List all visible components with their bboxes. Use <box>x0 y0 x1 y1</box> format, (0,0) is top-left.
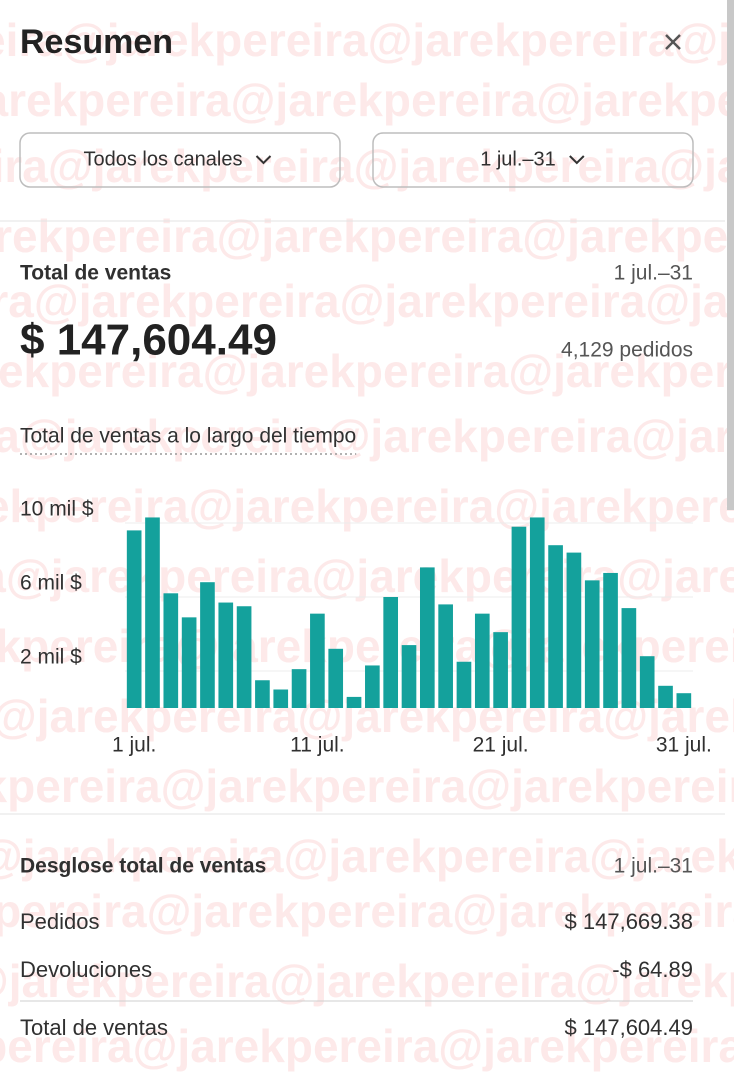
watermark: eira@jarekpereira@jarekpereira@jarekpere… <box>0 410 734 462</box>
bar <box>365 665 380 708</box>
bar <box>145 517 160 708</box>
watermark: eira@jarekpereira@jarekpereira@jarekpere… <box>0 1020 734 1072</box>
bar <box>639 656 655 708</box>
summary-orders: 4,129 pedidos <box>561 339 693 362</box>
watermark: eira@jarekpereira@jarekpereira@jarekpere… <box>0 955 734 1007</box>
chevron <box>255 155 272 165</box>
bar <box>255 680 270 708</box>
summary-total: $ 147,604.49 <box>20 316 277 365</box>
bar <box>419 567 435 708</box>
y-tick-label: 6 mil $ <box>20 572 82 595</box>
bar <box>493 632 508 708</box>
summary-label: Total de ventas <box>20 262 171 285</box>
watermark: eira@jarekpereira@jarekpereira@jarekpere… <box>0 550 734 602</box>
bar <box>456 661 472 708</box>
bar <box>328 648 344 708</box>
watermark: eira@jarekpereira@jarekpereira@jarekpere… <box>0 830 734 882</box>
bar <box>291 669 307 708</box>
bar <box>236 606 252 708</box>
bar <box>438 604 453 708</box>
period-filter-label: 1 jul.–31 <box>480 148 556 170</box>
bar <box>273 689 289 708</box>
breakdown-title: Desglose total de ventas <box>20 855 266 878</box>
bar <box>529 517 545 708</box>
close-button[interactable] <box>665 34 681 50</box>
bar <box>511 526 527 708</box>
row-value: $ 147,669.38 <box>565 909 693 934</box>
bar <box>200 582 215 708</box>
x-tick-label: 11 jul. <box>290 734 344 757</box>
bar <box>126 530 142 708</box>
channel-filter[interactable] <box>19 132 341 188</box>
x-tick-label: 21 jul. <box>473 734 529 757</box>
panel-title: Resumen <box>20 23 173 61</box>
watermark: eira@jarekpereira@jarekpereira@jarekpere… <box>0 74 734 126</box>
row-label: Total de ventas <box>20 1015 168 1040</box>
x-tick-label: 1 jul. <box>112 734 156 757</box>
watermark: eira@jarekpereira@jarekpereira@jarekpere… <box>0 210 734 262</box>
bar <box>310 613 325 708</box>
watermark: eira@jarekpereira@jarekpereira@jarekpere… <box>0 760 734 812</box>
watermark: eira@jarekpereira@jarekpereira@jarekpere… <box>0 885 734 937</box>
watermark: eira@jarekpereira@jarekpereira@jarekpere… <box>0 14 734 66</box>
bar <box>474 613 490 708</box>
y-tick-label: 10 mil $ <box>20 498 94 521</box>
y-tick-label: 2 mil $ <box>20 646 82 669</box>
watermark: eira@jarekpereira@jarekpereira@jarekpere… <box>0 140 734 192</box>
chart-title[interactable]: Total de ventas a lo largo del tiempo <box>20 425 356 448</box>
chevron <box>569 155 585 165</box>
watermark: eira@jarekpereira@jarekpereira@jarekpere… <box>0 345 734 397</box>
channel-filter-label: Todos los canales <box>84 148 243 170</box>
row-value: $ 147,604.49 <box>565 1015 693 1040</box>
summary-period: 1 jul.–31 <box>614 262 693 285</box>
bar <box>676 693 692 708</box>
bar <box>181 617 197 708</box>
bar <box>383 597 399 708</box>
bar <box>401 645 417 708</box>
period-filter[interactable] <box>372 132 694 188</box>
bar <box>584 580 600 708</box>
x-tick-label: 31 jul. <box>656 734 712 757</box>
bar <box>603 572 618 708</box>
scrollbar[interactable] <box>727 0 734 510</box>
bar <box>548 545 563 708</box>
bar <box>621 608 637 708</box>
bar <box>163 593 179 708</box>
row-label: Pedidos <box>20 909 100 934</box>
row-value: -$ 64.89 <box>612 957 693 982</box>
watermark: eira@jarekpereira@jarekpereira@jarekpere… <box>0 480 734 532</box>
bar <box>658 685 673 708</box>
row-label: Devoluciones <box>20 957 152 982</box>
watermark: eira@jarekpereira@jarekpereira@jarekpere… <box>0 275 734 327</box>
bar <box>566 552 582 708</box>
bar <box>346 696 362 708</box>
bar <box>218 602 234 708</box>
breakdown-period: 1 jul.–31 <box>614 855 693 878</box>
